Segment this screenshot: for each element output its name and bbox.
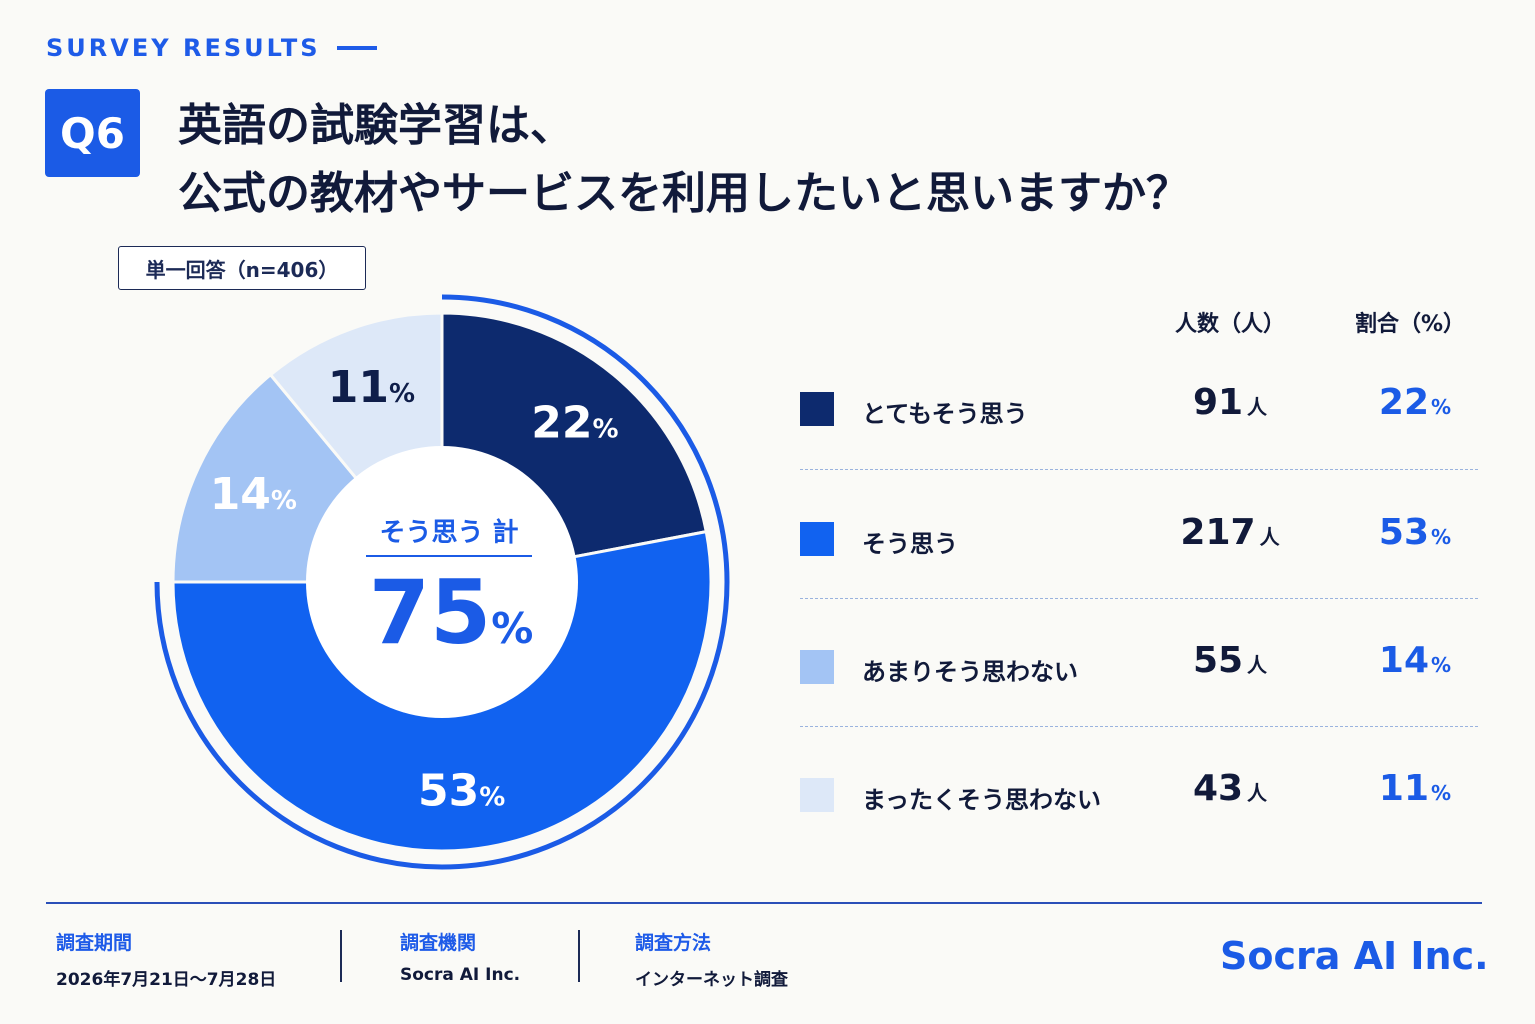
survey-period-value: 2026年7月21日〜7月28日 — [56, 970, 277, 990]
survey-method-value: インターネット調査 — [635, 970, 788, 990]
survey-period: 調査期間 2026年7月21日〜7月28日 — [56, 928, 276, 990]
count-unit: 人 — [1259, 525, 1280, 549]
legend-label: まったくそう思わない — [862, 786, 1102, 814]
agree-total-arc — [154, 294, 730, 870]
brand-logo-text: Socra AI Inc. — [1220, 934, 1489, 978]
legend-swatch — [800, 392, 834, 426]
slice-label: 11% — [328, 362, 415, 413]
legend-count: 217 人 — [1180, 512, 1280, 553]
center-total-value: 75 — [369, 561, 491, 664]
legend-swatch — [800, 778, 834, 812]
survey-period-label: 調査期間 — [56, 932, 133, 954]
footer-separator — [340, 930, 342, 982]
question-title: 英語の試験学習は、 公式の教材やサービスを利用したいと思いますか？ — [178, 92, 1190, 228]
eyebrow-line — [336, 46, 377, 50]
legend-row: まったくそう思わない 43 人 11% — [800, 768, 1480, 814]
center-total-unit: % — [491, 604, 533, 653]
legend-percent: 14% — [1360, 640, 1470, 681]
row-divider — [800, 726, 1478, 727]
footer-separator — [578, 930, 580, 982]
survey-org-value: Socra AI Inc. — [400, 965, 521, 985]
slice-label: 53% — [418, 766, 505, 817]
percent-value: 11 — [1378, 768, 1430, 809]
legend-percent: 53% — [1360, 512, 1470, 553]
slice-label: 14% — [210, 469, 297, 520]
legend-percent: 22% — [1360, 382, 1470, 423]
eyebrow: SURVEY RESULTS — [46, 34, 377, 62]
legend-swatch — [800, 522, 834, 556]
legend-label: あまりそう思わない — [862, 658, 1078, 686]
center-total: 75% — [369, 561, 534, 664]
question-title-line-2: 公式の教材やサービスを利用したいと思いますか？ — [178, 168, 1190, 219]
percent-unit: % — [1431, 781, 1452, 805]
question-number-badge: Q6 — [45, 89, 140, 177]
percent-unit: % — [1431, 395, 1452, 419]
percent-value: 53 — [1378, 512, 1430, 553]
legend-count: 55 人 — [1180, 640, 1280, 681]
count-value: 55 — [1192, 640, 1244, 681]
survey-org: 調査機関 Socra AI Inc. — [400, 928, 520, 985]
center-label: そう思う 計 — [379, 517, 518, 548]
legend-count: 43 人 — [1180, 768, 1280, 809]
count-unit: 人 — [1247, 781, 1268, 805]
legend-percent: 11% — [1360, 768, 1470, 809]
percent-value: 14 — [1378, 640, 1430, 681]
footer-rule — [46, 902, 1482, 904]
percent-unit: % — [1431, 525, 1452, 549]
legend-row: あまりそう思わない 55 人 14% — [800, 640, 1480, 686]
legend-row: そう思う 217 人 53% — [800, 512, 1480, 558]
donut-hole — [306, 446, 578, 718]
count-unit: 人 — [1247, 395, 1268, 419]
count-unit: 人 — [1247, 653, 1268, 677]
legend-label: とてもそう思う — [862, 400, 1028, 428]
count-value: 43 — [1192, 768, 1244, 809]
count-value: 217 — [1180, 512, 1256, 553]
legend-count: 91 人 — [1180, 382, 1280, 423]
survey-org-label: 調査機関 — [400, 932, 477, 954]
legend-row: とてもそう思う 91 人 22% — [800, 382, 1480, 428]
column-header-count: 人数（人） — [1174, 312, 1285, 337]
legend-label: そう思う — [862, 530, 958, 558]
row-divider — [800, 469, 1478, 470]
answer-type-box: 単一回答（n=406） — [118, 246, 366, 290]
count-value: 91 — [1192, 382, 1244, 423]
slice-label: 22% — [531, 397, 618, 448]
legend-swatch — [800, 650, 834, 684]
percent-value: 22 — [1378, 382, 1430, 423]
eyebrow-text: SURVEY RESULTS — [46, 34, 321, 62]
survey-method: 調査方法 インターネット調査 — [635, 928, 788, 990]
survey-method-label: 調査方法 — [635, 932, 712, 954]
column-header-percent: 割合（%） — [1354, 312, 1466, 337]
percent-unit: % — [1431, 653, 1452, 677]
row-divider — [800, 598, 1478, 599]
question-title-line-1: 英語の試験学習は、 — [178, 100, 574, 151]
